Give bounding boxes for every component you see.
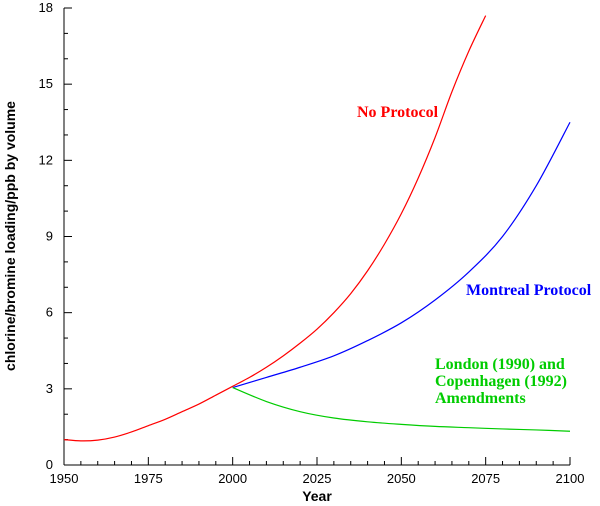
annotation-line: Amendments <box>435 390 526 407</box>
y-tick-label: 12 <box>39 152 53 167</box>
axes: 0 3 6 9 12 15 18 1950 1975 2000 2025 2050 2075 2100 <box>39 0 585 486</box>
x-tick-label: 2000 <box>218 471 247 486</box>
annotation-line: Montreal Protocol <box>466 282 592 299</box>
y-tick-label: 9 <box>46 229 53 244</box>
annotation-line: No Protocol <box>357 104 439 121</box>
x-axis-title: Year <box>302 488 332 504</box>
y-tick-label: 6 <box>46 305 53 320</box>
annotation-line: London (1990) and <box>435 356 565 373</box>
x-tick-label: 2100 <box>556 471 585 486</box>
annotation-montreal: Montreal Protocol <box>466 282 592 299</box>
y-tick-label: 3 <box>46 381 53 396</box>
y-tick-label: 15 <box>39 76 53 91</box>
series-no-protocol-line <box>63 15 487 442</box>
series-london-copenhagen-line <box>232 387 571 432</box>
series-montreal-protocol-line <box>232 121 571 389</box>
x-tick-label: 2050 <box>387 471 416 486</box>
x-tick-label: 1950 <box>50 471 79 486</box>
x-tick-label: 2025 <box>303 471 332 486</box>
labels-layer: No Protocol Montreal Protocol London (1990… <box>357 104 592 407</box>
annotation-london: London (1990) and Copenhagen (1992) Amendm… <box>435 356 567 407</box>
y-tick-label: 0 <box>46 457 53 472</box>
x-tick-label: 1975 <box>134 471 163 486</box>
x-tick-label: 2075 <box>471 471 500 486</box>
annotation-no-protocol: No Protocol <box>357 104 439 121</box>
y-axis-title: chlorine/bromine loading/ppb by volume <box>2 101 18 371</box>
y-tick-label: 18 <box>39 0 53 15</box>
annotation-line: Copenhagen (1992) <box>435 373 567 390</box>
series-layer <box>63 15 571 442</box>
